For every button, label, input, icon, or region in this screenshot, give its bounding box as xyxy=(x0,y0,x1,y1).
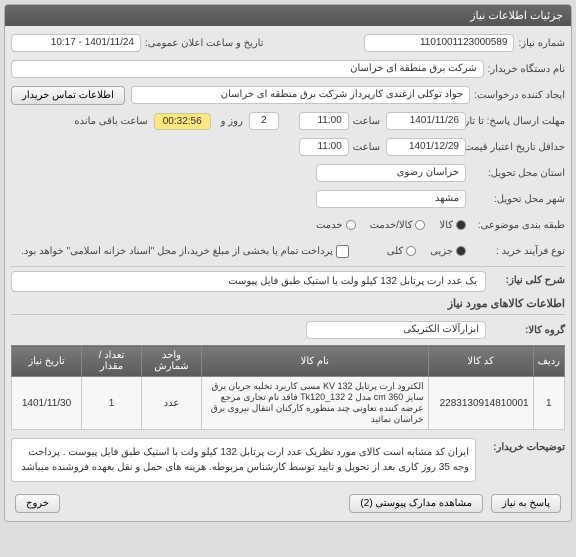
contact-buyer-button[interactable]: اطلاعات تماس خریدار xyxy=(11,86,125,105)
table-header-row: ردیف کد کالا نام کالا واحد شمارش تعداد /… xyxy=(12,346,565,377)
credit-date: 1401/12/29 xyxy=(386,138,466,156)
row-province: استان محل تحویل: خراسان رضوی xyxy=(11,162,565,184)
credit-label: حداقل تاریخ اعتبار قیمت: تا تاریخ: xyxy=(470,142,565,153)
deadline-time: 11:00 xyxy=(299,112,349,130)
classification-group: کالا کالا/خدمت خدمت xyxy=(316,220,466,231)
th-row: ردیف xyxy=(533,346,564,377)
row-overall-desc: شرح کلی نیاز: یک عدد ارت پرتابل 132 کیلو… xyxy=(11,271,565,293)
th-qty: تعداد / مقدار xyxy=(82,346,142,377)
buyer-desc-label: توضیحات خریدار: xyxy=(480,438,565,453)
td-code: 2283130914810001 xyxy=(428,377,533,430)
divider xyxy=(11,266,565,267)
overall-desc-label: شرح کلی نیاز: xyxy=(490,271,565,286)
buyer-label: نام دستگاه خریدار: xyxy=(488,64,565,75)
countdown-timer: 00:32:56 xyxy=(154,113,211,130)
footer-buttons: پاسخ به نیاز مشاهده مدارک پیوستی (2) خرو… xyxy=(11,486,565,515)
days-and-label: روز و xyxy=(221,116,243,127)
td-unit: عدد xyxy=(142,377,202,430)
radio-dot-icon xyxy=(406,246,416,256)
announce-value: 1401/11/24 - 10:17 xyxy=(11,34,141,52)
panel-title: جزئیات اطلاعات نیاز xyxy=(5,5,571,26)
need-no-value: 1101001123000589 xyxy=(364,34,514,52)
row-deadline: مهلت ارسال پاسخ: تا تاریخ: 1401/11/26 سا… xyxy=(11,110,565,132)
table-row[interactable]: 1 2283130914810001 الکترود ارت پرتابل KV… xyxy=(12,377,565,430)
item-group-value: ابزارآلات الکتریکی xyxy=(306,321,486,339)
th-code: کد کالا xyxy=(428,346,533,377)
purchase-type-label: نوع فرآیند خرید : xyxy=(470,246,565,257)
row-creator: ایجاد کننده درخواست: جواد توکلی ازغندی ک… xyxy=(11,84,565,106)
td-name: الکترود ارت پرتابل KV 132 مسی کاربرد تخل… xyxy=(202,377,429,430)
row-classification: طبقه بندی موضوعی: کالا کالا/خدمت خدمت xyxy=(11,214,565,236)
radio-dot-icon xyxy=(415,220,425,230)
radio-dot-selected-icon xyxy=(456,246,466,256)
radio-goods[interactable]: کالا xyxy=(439,220,466,231)
td-date: 1401/11/30 xyxy=(12,377,82,430)
td-row: 1 xyxy=(533,377,564,430)
row-buyer-desc: توضیحات خریدار: ایران کد مشابه است کالای… xyxy=(11,438,565,482)
announce-label: تاریخ و ساعت اعلان عمومی: xyxy=(145,38,264,49)
radio-dot-selected-icon xyxy=(456,220,466,230)
creator-label: ایجاد کننده درخواست: xyxy=(474,90,565,101)
city-label: شهر محل تحویل: xyxy=(470,194,565,205)
days-remaining: 2 xyxy=(249,112,279,130)
radio-full-label: کلی xyxy=(387,246,403,257)
reply-button[interactable]: پاسخ به نیاز xyxy=(491,494,561,513)
items-table: ردیف کد کالا نام کالا واحد شمارش تعداد /… xyxy=(11,345,565,430)
th-unit: واحد شمارش xyxy=(142,346,202,377)
row-purchase-type: نوع فرآیند خرید : جزیی کلی پرداخت تمام ی… xyxy=(11,240,565,262)
row-item-group: گروه کالا: ابزارآلات الکتریکی xyxy=(11,319,565,341)
radio-full[interactable]: کلی xyxy=(387,246,416,257)
hour-label-2: ساعت xyxy=(353,142,380,153)
credit-time: 11:00 xyxy=(299,138,349,156)
radio-goods-service[interactable]: کالا/خدمت xyxy=(370,220,426,231)
creator-value: جواد توکلی ازغندی کارپرداز شرکت برق منطق… xyxy=(131,86,470,104)
need-no-label: شماره نیاز: xyxy=(518,38,565,49)
th-date: تاریخ نیاز xyxy=(12,346,82,377)
buyer-desc-value: ایران کد مشابه است کالای مورد نظریک عدد … xyxy=(11,438,476,482)
radio-service[interactable]: خدمت xyxy=(316,220,356,231)
classification-label: طبقه بندی موضوعی: xyxy=(470,220,565,231)
deadline-date: 1401/11/26 xyxy=(386,112,466,130)
th-name: نام کالا xyxy=(202,346,429,377)
items-section-title: اطلاعات کالاهای مورد نیاز xyxy=(11,297,565,310)
divider xyxy=(11,314,565,315)
radio-partial[interactable]: جزیی xyxy=(430,246,466,257)
close-button[interactable]: خروج xyxy=(15,494,60,513)
overall-desc-value: یک عدد ارت پرتابل 132 کیلو ولت با استیک … xyxy=(11,271,486,292)
row-buyer: نام دستگاه خریدار: شرکت برق منطقه ای خرا… xyxy=(11,58,565,80)
row-need-announce: شماره نیاز: 1101001123000589 تاریخ و ساع… xyxy=(11,32,565,54)
details-panel: جزئیات اطلاعات نیاز شماره نیاز: 11010011… xyxy=(4,4,572,522)
radio-partial-label: جزیی xyxy=(430,246,453,257)
row-city: شهر محل تحویل: مشهد xyxy=(11,188,565,210)
treasury-note: پرداخت تمام یا بخشی از مبلغ خرید،از محل … xyxy=(21,246,333,257)
buyer-value: شرکت برق منطقه ای خراسان xyxy=(11,60,484,78)
city-value: مشهد xyxy=(316,190,466,208)
td-qty: 1 xyxy=(82,377,142,430)
checkbox-treasury[interactable]: پرداخت تمام یا بخشی از مبلغ خرید،از محل … xyxy=(21,245,349,258)
radio-goods-service-label: کالا/خدمت xyxy=(370,220,413,231)
radio-goods-label: کالا xyxy=(439,220,453,231)
checkbox-icon xyxy=(336,245,349,258)
province-value: خراسان رضوی xyxy=(316,164,466,182)
purchase-type-group: جزیی کلی پرداخت تمام یا بخشی از مبلغ خری… xyxy=(21,245,466,258)
radio-service-label: خدمت xyxy=(316,220,343,231)
province-label: استان محل تحویل: xyxy=(470,168,565,179)
radio-dot-icon xyxy=(346,220,356,230)
item-group-label: گروه کالا: xyxy=(490,325,565,336)
deadline-label: مهلت ارسال پاسخ: تا تاریخ: xyxy=(470,116,565,127)
row-credit: حداقل تاریخ اعتبار قیمت: تا تاریخ: 1401/… xyxy=(11,136,565,158)
hour-label-1: ساعت xyxy=(353,116,380,127)
time-remaining-label: ساعت باقی مانده xyxy=(74,116,147,127)
panel-body: شماره نیاز: 1101001123000589 تاریخ و ساع… xyxy=(5,26,571,521)
attachments-button[interactable]: مشاهده مدارک پیوستی (2) xyxy=(349,494,483,513)
